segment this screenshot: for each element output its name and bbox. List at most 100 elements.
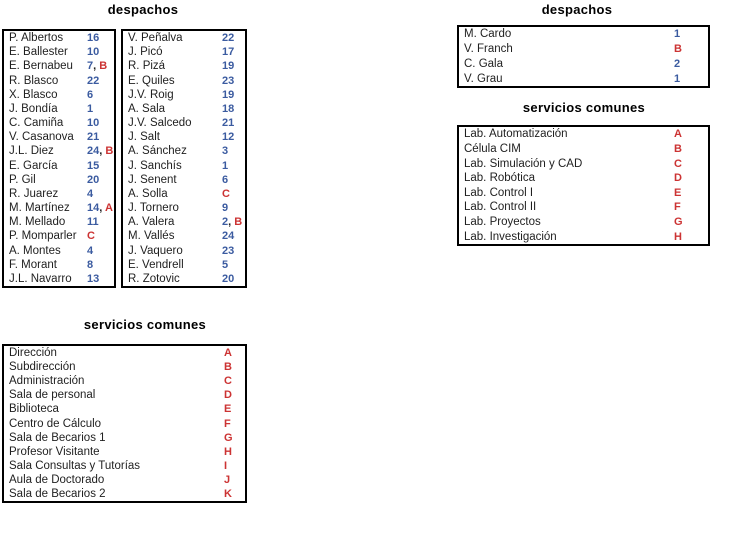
name-cell: M. Mellado (9, 216, 66, 229)
value-cell: 1 (674, 28, 680, 40)
name-cell: X. Blasco (9, 88, 58, 101)
name-cell: J.V. Salcedo (128, 117, 192, 130)
name-cell: Lab. Control II (464, 201, 537, 214)
name-cell: R. Blasco (9, 74, 59, 87)
name-cell: J. Senent (128, 173, 177, 186)
table-row: V. Franch B (459, 42, 708, 57)
table-row: Lab. Automatización A (459, 127, 708, 142)
name-cell: E. Vendrell (128, 258, 184, 271)
table-row: P. Albertos 16 (4, 31, 114, 45)
value-cell: C (674, 158, 682, 170)
room-number: 18 (222, 102, 235, 115)
name-cell: R. Pizá (128, 60, 166, 73)
room-letter: B (674, 142, 682, 155)
value-cell: 6 (87, 89, 93, 101)
room-number: 6 (222, 173, 229, 186)
room-letter: E (674, 186, 682, 199)
name-cell: J.L. Navarro (9, 273, 72, 285)
room-letter: F (224, 417, 231, 430)
value-cell: 13 (87, 273, 99, 285)
value-cell: 4 (87, 188, 93, 200)
room-letter: C (87, 230, 95, 243)
value-cell: 1 (222, 160, 228, 172)
value-cell: 24, B (87, 145, 113, 157)
room-number: 5 (222, 258, 229, 271)
section-title-despachos-right: despachos (541, 2, 613, 17)
table-row: J.V. Salcedo 21 (123, 116, 245, 130)
value-cell: 16 (87, 32, 99, 44)
value-separator: , (93, 60, 100, 73)
name-cell: J. Sanchís (128, 159, 182, 172)
table-row: M. Vallés 24 (123, 229, 245, 243)
table-row: Biblioteca E (4, 402, 245, 416)
room-letter: G (674, 216, 683, 229)
table-row: Sala Consultas y Tutorías I (4, 459, 245, 473)
name-cell: A. Sánchez (128, 145, 187, 158)
value-cell: H (224, 446, 232, 458)
room-number: 17 (222, 46, 235, 59)
section-title-despachos-left: despachos (107, 2, 179, 17)
table-row: E. Ballester 10 (4, 45, 114, 59)
name-cell: Dirección (9, 347, 57, 360)
table-row: F. Morant 8 (4, 258, 114, 272)
table-row: J.L. Diez 24, B (4, 144, 114, 158)
name-cell: Sala Consultas y Tutorías (9, 459, 141, 472)
room-number: 2 (674, 57, 681, 70)
table-row: Centro de Cálculo F (4, 416, 245, 430)
table-row: Lab. Simulación y CAD C (459, 156, 708, 171)
room-number: 21 (222, 117, 235, 130)
table-row: Lab. Control II F (459, 200, 708, 215)
value-cell: J (224, 474, 230, 486)
room-number: 1 (87, 102, 94, 115)
value-cell: 10 (87, 117, 99, 129)
room-number: 1 (222, 159, 229, 172)
table-row: R. Zotovic 20 (123, 272, 245, 286)
table-row: J. Senent 6 (123, 173, 245, 187)
name-cell: C. Camiña (9, 117, 64, 130)
table-row: Sala de personal D (4, 388, 245, 402)
room-number: 24 (222, 230, 235, 243)
room-number: 15 (87, 159, 100, 172)
name-cell: Profesor Visitante (9, 445, 100, 458)
table-row: A. Valera 2, B (123, 215, 245, 229)
name-cell: R. Zotovic (128, 273, 180, 285)
despachos-table-column-1: P. Albertos 16 E. Ballester 10 E. Bernabeu 7,… (2, 29, 116, 288)
room-letter: C (222, 187, 230, 200)
room-number: 21 (87, 131, 100, 144)
value-cell: E (224, 403, 231, 415)
section-title-servicios-left: servicios comunes (83, 317, 207, 332)
room-number: 10 (87, 117, 100, 130)
name-cell: Lab. Simulación y CAD (464, 157, 583, 170)
table-row: A. Solla C (123, 187, 245, 201)
room-letter: B (224, 361, 232, 374)
name-cell: P. Momparler (9, 230, 77, 243)
value-cell: 21 (87, 131, 99, 143)
value-cell: 6 (222, 174, 228, 186)
table-row: J. Sanchís 1 (123, 159, 245, 173)
name-cell: M. Martínez (9, 202, 70, 215)
table-row: J. Tornero 9 (123, 201, 245, 215)
value-cell: F (224, 418, 231, 430)
table-row: R. Pizá 19 (123, 59, 245, 73)
room-number: 3 (222, 145, 229, 158)
room-number: 22 (87, 74, 100, 87)
room-number: 8 (87, 258, 94, 271)
room-number: 2 (222, 216, 229, 229)
value-cell: 22 (87, 75, 99, 87)
value-cell: 21 (222, 117, 234, 129)
room-number: 23 (222, 244, 235, 257)
value-cell: 17 (222, 46, 234, 58)
room-number: 4 (87, 244, 94, 257)
value-separator: , (99, 202, 105, 215)
value-cell: D (224, 389, 232, 401)
value-cell: 20 (87, 174, 99, 186)
value-cell: 23 (222, 75, 234, 87)
table-row: J. Picó 17 (123, 45, 245, 59)
value-cell: 24 (222, 230, 234, 242)
table-row: E. Quiles 23 (123, 74, 245, 88)
name-cell: J. Tornero (128, 202, 179, 215)
name-cell: Aula de Doctorado (9, 473, 105, 486)
value-cell: C (222, 188, 230, 200)
despachos-table-right: M. Cardo 1 V. Franch B C. Gala 2 V. Grau 1 (457, 25, 710, 88)
name-cell: Lab. Investigación (464, 230, 557, 243)
